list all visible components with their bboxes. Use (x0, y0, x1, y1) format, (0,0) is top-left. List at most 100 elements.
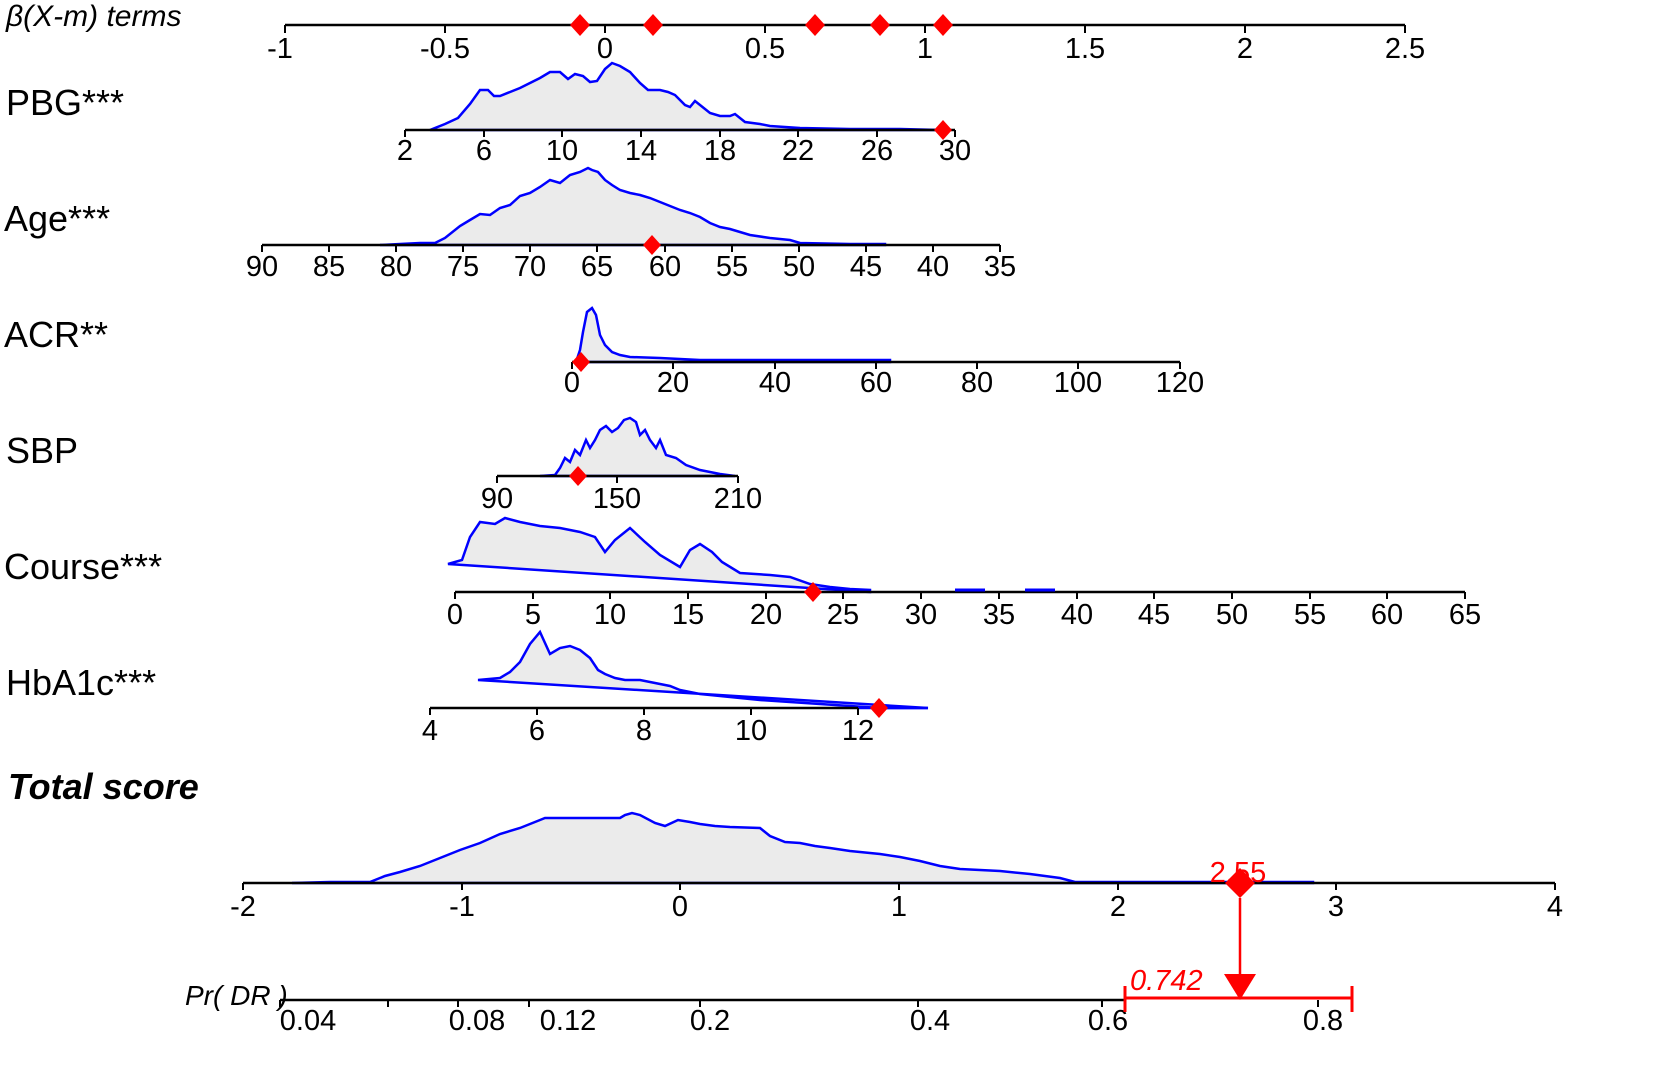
tick-label: 15 (672, 599, 704, 631)
tick-label: 45 (1138, 599, 1170, 631)
tick-label: 10 (546, 135, 578, 167)
tick-label: 65 (1449, 599, 1481, 631)
tick-label: 2 (1237, 33, 1253, 65)
pbg-row: 2 6 10 14 18 22 26 30 (397, 61, 971, 167)
tick-label: 0.8 (1303, 1005, 1343, 1037)
variable-label-sbp: SBP (6, 430, 79, 471)
tick-label: 22 (782, 135, 814, 167)
tick-label: 60 (860, 367, 892, 399)
tick-label: 4 (1547, 891, 1563, 923)
tick-label: 40 (917, 251, 949, 283)
tick-label: 35 (984, 251, 1016, 283)
tick-label: 14 (625, 135, 657, 167)
marker-diamond-icon (643, 235, 661, 255)
probability-value: 0.742 (1130, 965, 1203, 997)
tick-label: 85 (313, 251, 345, 283)
marker-diamond-icon (934, 120, 952, 140)
tick-label: 12 (842, 715, 874, 747)
tick-label: 45 (850, 251, 882, 283)
total-score-diamond-icon (1225, 868, 1255, 898)
top-axis-markers (570, 14, 953, 36)
top-axis-ticks (284, 25, 1406, 33)
tick-label: 150 (593, 483, 641, 515)
tick-label: 90 (246, 251, 278, 283)
tick-label: 20 (750, 599, 782, 631)
tick-label: 4 (422, 715, 438, 747)
tick-label: 18 (704, 135, 736, 167)
tick-label: -2 (230, 891, 256, 923)
tick-label: 0 (447, 599, 463, 631)
tick-label: 0 (672, 891, 688, 923)
age-density (379, 166, 887, 247)
tick-label: 10 (735, 715, 767, 747)
tick-label: 20 (657, 367, 689, 399)
tick-label: 2.5 (1385, 33, 1425, 65)
total-score-row: -2 -1 0 1 2 3 4 2.55 (230, 811, 1563, 1000)
arrow-down-icon (1224, 974, 1256, 1000)
tick-label: 0 (597, 33, 613, 65)
tick-label: 210 (714, 483, 762, 515)
tick-label: 30 (939, 135, 971, 167)
tick-label: 2 (1110, 891, 1126, 923)
top-axis-label: β(X-m) terms (6, 0, 182, 33)
marker-diamond-icon (804, 582, 822, 602)
tick-label: 55 (716, 251, 748, 283)
tick-label: 1 (917, 33, 933, 65)
tick-label: 1 (891, 891, 907, 923)
tick-label: 25 (827, 599, 859, 631)
acr-row: 0 20 40 60 80 100 120 (564, 306, 1204, 399)
tick-label: 0.12 (540, 1005, 596, 1037)
tick-label: 90 (481, 483, 513, 515)
top-axis: -1 -0.5 0 0.5 1 1.5 2 2.5 (267, 14, 1425, 65)
hba1c-row: 4 6 8 10 12 (422, 629, 929, 747)
marker-diamond-icon (570, 14, 590, 36)
tick-label: 70 (514, 251, 546, 283)
pbg-density (429, 61, 941, 132)
course-row: 0 5 10 15 20 25 30 35 40 45 50 55 60 65 (447, 516, 1481, 631)
tick-label: -0.5 (420, 33, 470, 65)
marker-diamond-icon (572, 352, 590, 372)
variable-label-course: Course*** (4, 546, 163, 587)
tick-label: -1 (267, 33, 293, 65)
tick-label: 55 (1294, 599, 1326, 631)
variable-label-pbg: PBG*** (6, 82, 125, 123)
variable-label-hba1c: HbA1c*** (6, 662, 157, 703)
variable-label-age: Age*** (4, 198, 111, 239)
marker-diamond-icon (870, 698, 888, 718)
tick-label: 2 (397, 135, 413, 167)
probability-label: Pr( DR ) (185, 980, 288, 1011)
marker-diamond-icon (933, 14, 953, 36)
tick-label: 6 (476, 135, 492, 167)
tick-label: 30 (905, 599, 937, 631)
total-score-label: Total score (8, 766, 199, 807)
probability-row: 0.04 0.08 0.12 0.2 0.4 0.6 0.8 0.742 (279, 965, 1354, 1037)
tick-label: 0.2 (690, 1005, 730, 1037)
tick-label: 8 (636, 715, 652, 747)
tick-label: 75 (447, 251, 479, 283)
tick-label: 26 (861, 135, 893, 167)
tick-label: 6 (529, 715, 545, 747)
tick-label: 65 (581, 251, 613, 283)
total-score-density (291, 811, 1315, 885)
confidence-interval (1123, 986, 1354, 1012)
tick-label: 1.5 (1065, 33, 1105, 65)
tick-label: -1 (449, 891, 475, 923)
tick-label: 40 (1061, 599, 1093, 631)
tick-label: 80 (380, 251, 412, 283)
tick-label: 40 (759, 367, 791, 399)
tick-label: 0.6 (1088, 1005, 1128, 1037)
marker-diamond-icon (569, 466, 587, 486)
tick-label: 100 (1054, 367, 1102, 399)
tick-label: 50 (1216, 599, 1248, 631)
marker-diamond-icon (805, 14, 825, 36)
acr-density (574, 306, 892, 364)
marker-diamond-icon (643, 14, 663, 36)
age-row: 90 85 80 75 70 65 60 55 50 45 40 35 (246, 166, 1016, 283)
tick-label: 120 (1156, 367, 1204, 399)
tick-label: 50 (783, 251, 815, 283)
tick-label: 10 (594, 599, 626, 631)
tick-label: 0 (564, 367, 580, 399)
tick-label: 0.04 (280, 1005, 336, 1037)
tick-label: 60 (649, 251, 681, 283)
